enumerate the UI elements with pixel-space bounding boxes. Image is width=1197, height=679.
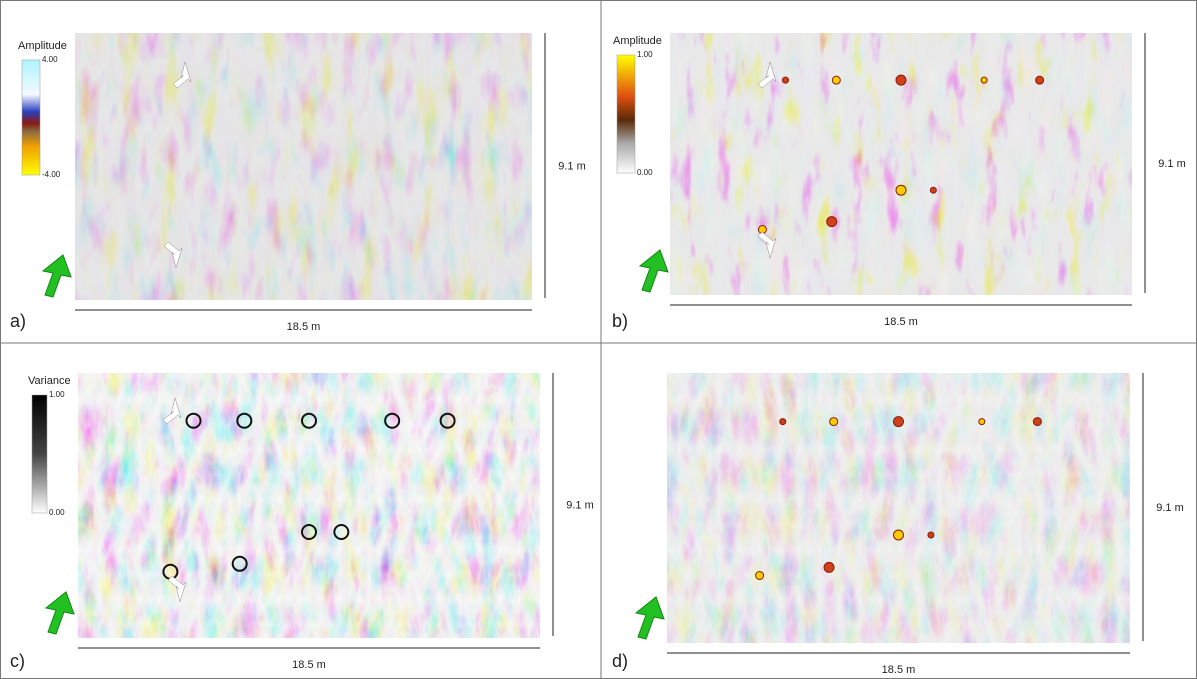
- colorbar-title: Amplitude: [613, 35, 662, 47]
- panel-label: c): [10, 651, 25, 671]
- north-arrow: [44, 591, 75, 635]
- north-arrow: [634, 596, 665, 640]
- anomaly: [185, 412, 202, 429]
- height-label: 9.1 m: [566, 499, 594, 511]
- height-label: 9.1 m: [558, 160, 586, 172]
- anomaly: [893, 529, 904, 541]
- anomaly: [895, 74, 907, 86]
- panel-label: a): [10, 311, 26, 331]
- colorbar-min: -4.00: [42, 170, 61, 179]
- width-label: 18.5 m: [884, 316, 918, 328]
- anomaly: [231, 555, 248, 572]
- anomaly: [439, 412, 456, 429]
- anomaly: [829, 417, 839, 427]
- width-label: 18.5 m: [882, 664, 916, 676]
- width-label: 18.5 m: [287, 321, 321, 333]
- north-arrow: [638, 249, 669, 293]
- anomaly: [823, 561, 835, 573]
- map-image: [667, 373, 1130, 643]
- anomaly: [1032, 417, 1042, 427]
- colorbar: [31, 394, 48, 514]
- colorbar-min: 0.00: [49, 508, 65, 517]
- north-arrow: [41, 254, 72, 298]
- pointer-arrow: [162, 397, 182, 425]
- anomaly: [755, 571, 765, 580]
- pointer-arrow: [757, 231, 777, 259]
- map-image: [78, 373, 540, 638]
- map-image: [670, 33, 1132, 295]
- colorbar: [21, 59, 41, 176]
- height-label: 9.1 m: [1156, 502, 1184, 514]
- colorbar-max: 1.00: [49, 390, 65, 399]
- anomaly: [927, 531, 935, 539]
- pointer-arrow: [163, 241, 183, 269]
- anomaly: [333, 524, 350, 540]
- colorbar: [616, 54, 636, 174]
- pointer-arrow: [172, 61, 192, 89]
- anomaly: [1035, 75, 1045, 85]
- colorbar-min: 0.00: [637, 168, 653, 177]
- anomaly: [384, 412, 401, 429]
- anomaly: [978, 418, 986, 426]
- width-label: 18.5 m: [292, 659, 326, 671]
- anomaly: [301, 412, 317, 429]
- anomaly: [980, 76, 988, 84]
- anomaly: [826, 216, 838, 228]
- anomaly: [301, 524, 317, 540]
- height-label: 9.1 m: [1158, 158, 1186, 170]
- anomaly: [779, 418, 787, 426]
- panel-label: b): [612, 311, 628, 331]
- anomaly: [782, 76, 789, 84]
- anomaly: [895, 184, 907, 196]
- panel-label: d): [612, 651, 628, 671]
- anomaly: [893, 416, 904, 428]
- pointer-arrow: [167, 575, 187, 603]
- anomaly: [831, 75, 841, 85]
- colorbar-title: Variance: [28, 375, 71, 387]
- colorbar-max: 1.00: [637, 50, 653, 59]
- anomaly: [236, 412, 253, 429]
- map-image: [75, 33, 532, 300]
- anomaly: [929, 186, 937, 194]
- colorbar-max: 4.00: [42, 55, 58, 64]
- pointer-arrow: [757, 61, 777, 89]
- colorbar-title: Amplitude: [18, 40, 67, 52]
